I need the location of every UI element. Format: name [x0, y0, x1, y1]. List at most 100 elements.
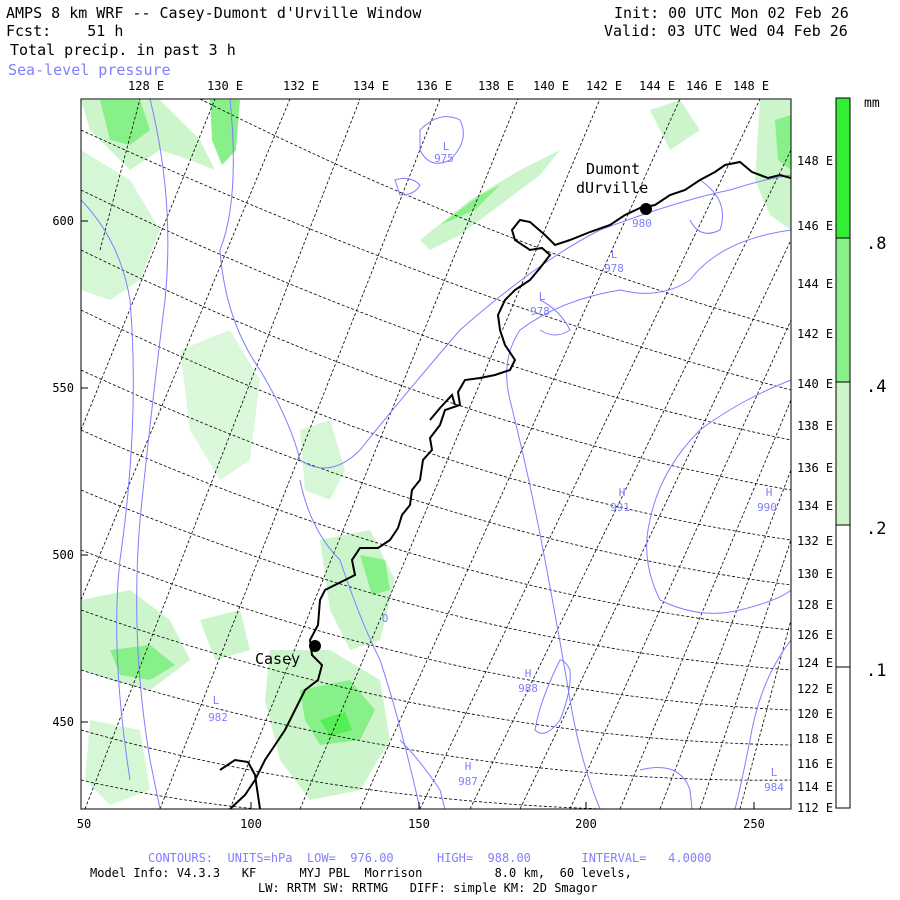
y-tick-label: 600: [52, 214, 74, 228]
x-axis-labels: 50 100 150 200 250: [77, 817, 765, 831]
right-lon-label: 114 E: [797, 780, 833, 794]
model-info: Model Info: V4.3.3 KF MYJ PBL Morrison 8…: [90, 866, 632, 880]
pressure-value: 978: [530, 305, 550, 318]
colorbar-segment-none: [836, 667, 850, 808]
top-lon-label: 138 E: [478, 79, 514, 93]
top-lon-label: 128 E: [128, 79, 164, 93]
right-lon-label: 120 E: [797, 707, 833, 721]
right-lon-label: 124 E: [797, 656, 833, 670]
pressure-type: H: [525, 667, 532, 680]
right-lon-label: 118 E: [797, 732, 833, 746]
top-lon-label: 146 E: [686, 79, 722, 93]
top-lon-label: 130 E: [207, 79, 243, 93]
y-tick-label: 550: [52, 381, 74, 395]
pressure-labels: L 975 980 L 978 L 978 H 991 H 990 H 988 …: [208, 140, 784, 794]
pressure-type: L: [611, 248, 618, 261]
pressure-value: 987: [458, 775, 478, 788]
colorbar-label: .4: [866, 377, 886, 397]
pressure-type: L: [771, 766, 778, 779]
x-tick-label: 50: [77, 817, 91, 831]
top-lon-label: 142 E: [586, 79, 622, 93]
valid-time: Valid: 03 UTC Wed 04 Feb 26: [604, 22, 848, 40]
map-area: [81, 99, 791, 809]
top-lon-label: 136 E: [416, 79, 452, 93]
station-marker: [309, 640, 321, 652]
y-tick-label: 450: [52, 715, 74, 729]
colorbar: mm .8 .4 .2 .1: [835, 96, 886, 809]
station-name: Dumont: [586, 160, 640, 178]
colorbar-segment-min: [836, 525, 850, 667]
station-marker: [640, 203, 652, 215]
top-lon-label: 140 E: [533, 79, 569, 93]
colorbar-frame: [835, 97, 851, 809]
x-tick-label: 200: [575, 817, 597, 831]
colorbar-label: .2: [866, 519, 886, 539]
right-lon-label: 130 E: [797, 567, 833, 581]
pressure-value: 978: [604, 262, 624, 275]
colorbar-label: .8: [866, 234, 886, 254]
station-name: Casey: [255, 650, 300, 668]
right-lon-label: 122 E: [797, 682, 833, 696]
pressure-center-mark: O: [382, 612, 389, 625]
init-time: Init: 00 UTC Mon 02 Feb 26: [614, 4, 849, 22]
pressure-contours: [81, 99, 791, 809]
right-lon-label: 142 E: [797, 327, 833, 341]
pressure-type: H: [619, 486, 626, 499]
pressure-value: 991: [610, 501, 630, 514]
right-lon-label: 140 E: [797, 377, 833, 391]
x-tick-label: 150: [408, 817, 430, 831]
top-lon-labels: 128 E 130 E 132 E 134 E 136 E 138 E 140 …: [128, 79, 769, 93]
x-tick-label: 250: [743, 817, 765, 831]
contour-info: CONTOURS: UNITS=hPa LOW= 976.00 HIGH= 98…: [148, 851, 712, 865]
map-title: AMPS 8 km WRF -- Casey-Dumont d'Urville …: [6, 4, 422, 22]
pressure-value: 982: [208, 711, 228, 724]
right-lon-label: 112 E: [797, 801, 833, 815]
precip-shading: [81, 100, 791, 805]
right-lon-label: 128 E: [797, 598, 833, 612]
overlay-name: Sea-level pressure: [8, 61, 171, 79]
colorbar-segment-light: [836, 382, 850, 525]
pressure-type: L: [443, 140, 450, 153]
top-lon-label: 134 E: [353, 79, 389, 93]
frame-ticks: [80, 220, 755, 809]
right-lon-label: 134 E: [797, 499, 833, 513]
pressure-type: L: [213, 694, 220, 707]
right-lon-labels: 148 E 146 E 144 E 142 E 140 E 138 E 136 …: [797, 154, 833, 815]
pressure-value: 988: [518, 682, 538, 695]
right-lon-label: 136 E: [797, 461, 833, 475]
station-name: dUrville: [576, 179, 648, 197]
graticule-meridians: [81, 99, 791, 809]
colorbar-segment-heavy: [836, 98, 850, 238]
pressure-type: H: [766, 486, 773, 499]
x-tick-label: 100: [240, 817, 262, 831]
right-lon-label: 138 E: [797, 419, 833, 433]
top-lon-label: 148 E: [733, 79, 769, 93]
map-frame: [80, 98, 792, 810]
top-lon-label: 132 E: [283, 79, 319, 93]
right-lon-label: 116 E: [797, 757, 833, 771]
pressure-type: L: [539, 290, 546, 303]
colorbar-label: .1: [866, 661, 886, 681]
colorbar-unit: mm: [864, 96, 880, 111]
field-name: Total precip. in past 3 h: [10, 41, 236, 59]
right-lon-label: 132 E: [797, 534, 833, 548]
pressure-value: 990: [757, 501, 777, 514]
right-lon-label: 146 E: [797, 219, 833, 233]
station-casey: Casey: [255, 640, 321, 668]
pressure-value: 980: [632, 217, 652, 230]
pressure-value: 975: [434, 152, 454, 165]
y-axis-labels: 600 550 500 450: [52, 214, 74, 729]
right-lon-label: 144 E: [797, 277, 833, 291]
graticule-parallels: [81, 99, 791, 809]
forecast-hour: Fcst: 51 h: [6, 22, 124, 40]
station-dumont: Dumont dUrville: [576, 160, 652, 215]
physics-info: LW: RRTM SW: RRTMG DIFF: simple KM: 2D S…: [258, 881, 598, 895]
right-lon-label: 148 E: [797, 154, 833, 168]
y-tick-label: 500: [52, 548, 74, 562]
pressure-type: H: [465, 760, 472, 773]
pressure-value: 984: [764, 781, 784, 794]
colorbar-segment-mid: [836, 238, 850, 382]
coastline: [219, 160, 791, 809]
right-lon-label: 126 E: [797, 628, 833, 642]
